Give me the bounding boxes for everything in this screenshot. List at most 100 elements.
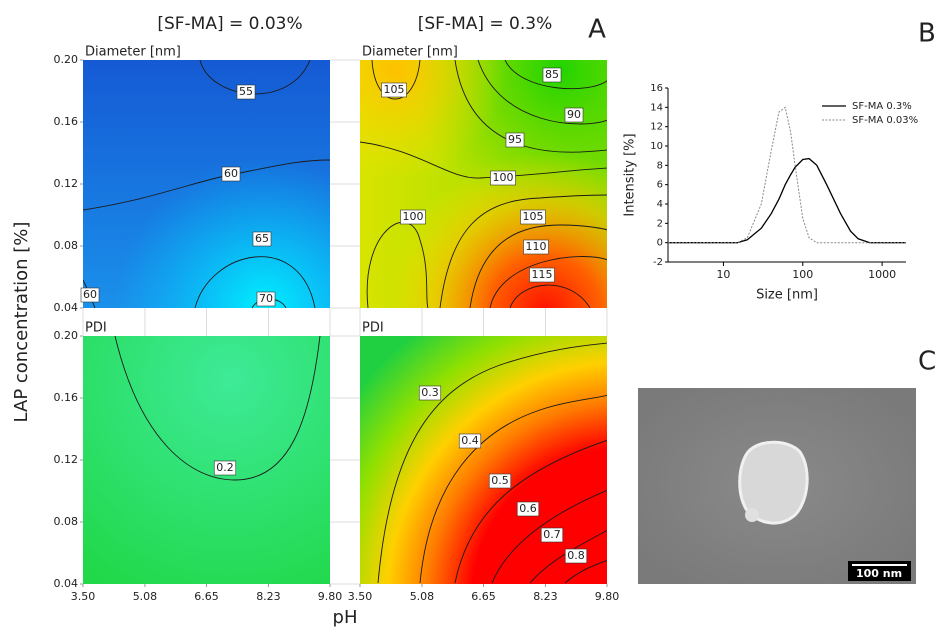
contour-panel — [83, 336, 330, 584]
y-tick-label: 0.08 — [54, 515, 79, 528]
legend-label: SF-MA 0.03% — [852, 115, 918, 126]
y-tick-label: 16 — [650, 83, 663, 94]
contour-line — [194, 256, 316, 308]
contour-label: 105 — [523, 210, 544, 223]
series-line — [668, 106, 906, 244]
x-tick-label: 8.23 — [533, 590, 558, 603]
x-tick-label: 3.50 — [348, 590, 373, 603]
contour-label: 85 — [545, 68, 559, 81]
contour-line — [469, 224, 607, 308]
contour-line — [366, 221, 429, 308]
y-tick-label: 0.16 — [54, 115, 79, 128]
x-tick-label: 5.08 — [133, 590, 158, 603]
y-tick-label: 12 — [650, 122, 663, 133]
panel-label: C — [918, 347, 936, 377]
contour-line — [114, 336, 321, 481]
contour-label: 0.6 — [519, 502, 537, 515]
panel-title: PDI — [362, 321, 384, 336]
column-title: [SF-MA] = 0.03% — [157, 14, 302, 34]
contour-label: 0.2 — [216, 461, 234, 474]
y-axis-label: LAP concentration [%] — [11, 222, 32, 423]
contour-label-box — [488, 473, 512, 489]
contour-label-box — [505, 132, 525, 148]
x-tick-label: 1000 — [868, 268, 896, 281]
contour-label-box — [221, 166, 241, 182]
contour-label-box — [564, 107, 584, 123]
column-title: [SF-MA] = 0.3% — [418, 14, 553, 34]
panel-title: Diameter [nm] — [85, 45, 181, 60]
contour-fill — [83, 60, 330, 308]
series-line — [668, 157, 906, 244]
y-tick-label: 2 — [657, 218, 663, 229]
x-tick-label: 9.80 — [595, 590, 620, 603]
y-tick-label: 0 — [657, 238, 663, 249]
contour-line — [564, 559, 607, 584]
contour-label: 95 — [508, 133, 522, 146]
contour-line — [371, 60, 421, 100]
contour-label: 60 — [83, 288, 97, 301]
contour-label-box — [516, 501, 540, 517]
contour-label-box — [458, 433, 482, 449]
contour-label: 0.4 — [461, 434, 479, 447]
x-tick-label: 6.65 — [471, 590, 496, 603]
contour-line — [419, 394, 607, 584]
y-tick-label: 6 — [657, 180, 663, 191]
panel-label: A — [588, 15, 606, 45]
contour-label-box — [523, 239, 549, 255]
contour-fill — [360, 60, 607, 308]
x-tick-label: 100 — [792, 268, 813, 281]
contour-label: 65 — [255, 232, 269, 245]
contour-label-box — [80, 287, 100, 303]
sem-image: 100 nm — [638, 388, 916, 584]
contour-label: 100 — [493, 171, 514, 184]
contour-label-box — [564, 548, 588, 564]
contour-label-box — [540, 527, 564, 543]
contour-label: 55 — [239, 85, 253, 98]
legend-label: SF-MA 0.3% — [852, 101, 912, 112]
y-tick-label: 0.12 — [54, 177, 79, 190]
contour-label: 70 — [259, 292, 273, 305]
y-tick-label: 14 — [650, 102, 663, 113]
x-axis-label: pH — [333, 607, 358, 628]
contour-label: 0.8 — [567, 549, 585, 562]
contour-line — [377, 342, 607, 584]
x-axis-label: Size [nm] — [756, 288, 818, 303]
contour-label-box — [236, 84, 256, 100]
contour-line — [489, 256, 607, 308]
scale-bar-label: 100 nm — [856, 567, 902, 580]
x-tick-label: 10 — [716, 268, 730, 281]
panel-title: PDI — [85, 321, 107, 336]
y-tick-label: -2 — [653, 257, 663, 268]
y-tick-label: 0.08 — [54, 239, 79, 252]
contour-fill — [83, 336, 330, 584]
y-tick-label: 0.04 — [54, 577, 79, 590]
contour-label-box — [400, 209, 426, 225]
contour-label: 0.5 — [491, 474, 509, 487]
contour-panel — [360, 336, 607, 584]
contour-line — [477, 60, 607, 125]
contour-line — [504, 60, 607, 90]
contour-label: 0.7 — [543, 528, 561, 541]
panel-title: Diameter [nm] — [362, 45, 458, 60]
contour-label: 60 — [224, 167, 238, 180]
y-tick-label: 8 — [657, 160, 663, 171]
contour-panel — [83, 60, 330, 308]
x-tick-label: 5.08 — [410, 590, 435, 603]
contour-line — [454, 439, 607, 584]
contour-label-box — [529, 267, 555, 283]
contour-label-box — [418, 385, 442, 401]
contour-label: 115 — [532, 268, 553, 281]
y-tick-label: 0.20 — [54, 329, 79, 342]
contour-label-box — [213, 460, 237, 476]
panel-label: B — [918, 19, 936, 49]
contour-label: 90 — [567, 108, 581, 121]
y-tick-label: 0.04 — [54, 301, 79, 314]
contour-label-box — [542, 67, 562, 83]
y-tick-label: 0.12 — [54, 453, 79, 466]
particle — [745, 508, 759, 522]
y-tick-label: 4 — [657, 199, 663, 210]
x-tick-label: 8.23 — [256, 590, 281, 603]
contour-label-box — [520, 209, 546, 225]
x-tick-label: 9.80 — [318, 590, 343, 603]
